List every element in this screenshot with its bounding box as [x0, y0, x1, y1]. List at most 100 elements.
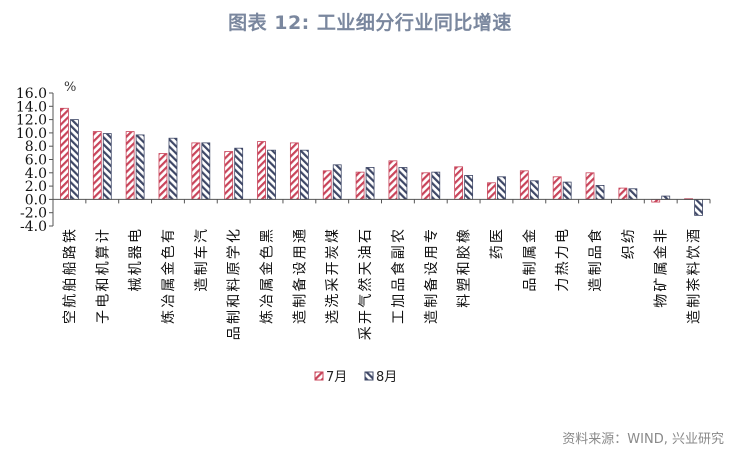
svg-text:天: 天: [358, 261, 374, 275]
svg-text:计: 计: [95, 229, 111, 243]
svg-text:造: 造: [588, 278, 604, 292]
chart-title: 图表 12: 工业细分行业同比增速: [228, 12, 512, 34]
y-tick-label: 8.0: [25, 139, 47, 155]
svg-text:织: 织: [621, 245, 637, 259]
svg-text:农: 农: [391, 229, 407, 243]
svg-text:制: 制: [227, 310, 243, 324]
bar-aug: [70, 119, 79, 200]
svg-text:制: 制: [522, 261, 538, 275]
svg-text:造: 造: [292, 310, 308, 324]
svg-text:采: 采: [325, 278, 341, 292]
y-tick-label: 2.0: [25, 179, 47, 195]
legend-label: 7月: [326, 370, 347, 385]
bar-aug: [694, 198, 703, 216]
svg-text:药: 药: [489, 245, 505, 259]
svg-text:制: 制: [292, 294, 308, 308]
svg-text:造: 造: [424, 310, 440, 324]
svg-text:开: 开: [325, 261, 341, 275]
svg-text:黑: 黑: [260, 229, 276, 243]
svg-text:机: 机: [128, 261, 144, 275]
svg-text:橡: 橡: [457, 229, 473, 243]
legend-swatch-aug: [364, 371, 374, 381]
svg-text:开: 开: [358, 310, 374, 324]
bar-jul: [92, 131, 102, 200]
svg-text:化: 化: [227, 229, 243, 243]
svg-text:加: 加: [391, 294, 407, 308]
bar-jul: [585, 172, 595, 200]
svg-text:金: 金: [161, 261, 177, 275]
legend: 7月 8月: [314, 370, 397, 385]
svg-text:料: 料: [227, 278, 243, 292]
bar-jul: [257, 141, 266, 200]
bar-jul: [519, 170, 529, 200]
svg-text:设: 设: [292, 261, 308, 275]
svg-text:学: 学: [227, 245, 243, 259]
y-tick-label: 12.0: [16, 113, 47, 129]
svg-text:和: 和: [457, 261, 473, 275]
svg-text:造: 造: [194, 278, 210, 292]
svg-text:金: 金: [260, 261, 276, 275]
y-unit-label: %: [64, 80, 76, 95]
x-axis: [52, 198, 711, 204]
svg-text:械: 械: [128, 278, 144, 292]
svg-text:金: 金: [522, 229, 538, 243]
svg-text:属: 属: [654, 261, 670, 275]
bar-jul: [388, 160, 398, 200]
bar-aug: [299, 149, 309, 200]
svg-text:石: 石: [358, 229, 374, 243]
y-tick-label: 10.0: [16, 126, 47, 142]
svg-text:酒: 酒: [687, 229, 703, 243]
bar-jul: [618, 187, 628, 200]
svg-text:纺: 纺: [621, 229, 637, 243]
svg-text:通: 通: [292, 229, 308, 243]
svg-text:工: 工: [391, 310, 407, 324]
bar-jul: [224, 151, 234, 200]
svg-text:原: 原: [227, 261, 243, 275]
svg-text:制: 制: [687, 294, 703, 308]
svg-text:炭: 炭: [325, 245, 341, 259]
svg-text:舶: 舶: [62, 278, 78, 292]
svg-text:冶: 冶: [161, 294, 177, 308]
bars: [60, 107, 703, 216]
svg-text:电: 电: [95, 294, 111, 308]
svg-text:器: 器: [128, 245, 144, 259]
svg-text:空: 空: [62, 310, 78, 324]
y-tick-label: -4.0: [20, 219, 47, 235]
bar-aug: [201, 142, 211, 200]
svg-text:力: 力: [555, 245, 571, 259]
svg-text:备: 备: [423, 278, 440, 292]
svg-text:船: 船: [62, 261, 78, 275]
bar-aug: [464, 175, 474, 200]
bar-jul: [322, 170, 332, 200]
svg-text:热: 热: [555, 261, 571, 275]
bar-jul: [421, 172, 431, 200]
y-axis: 16.014.012.010.08.06.04.02.00.0-2.0-4.0%: [16, 80, 77, 235]
svg-text:铁: 铁: [62, 229, 78, 243]
svg-text:品: 品: [391, 278, 407, 292]
svg-text:造: 造: [687, 310, 703, 324]
svg-text:色: 色: [160, 245, 177, 259]
svg-text:有: 有: [161, 229, 177, 243]
svg-text:洗: 洗: [325, 294, 341, 308]
bar-aug: [529, 180, 539, 200]
source-note: 资料来源：WIND, 兴业研究: [562, 432, 724, 447]
svg-text:副: 副: [391, 245, 407, 259]
legend-swatch-jul: [314, 371, 324, 381]
svg-text:塑: 塑: [457, 278, 473, 292]
bar-aug: [267, 149, 276, 200]
svg-text:冶: 冶: [260, 294, 276, 308]
svg-text:机: 机: [95, 261, 111, 275]
svg-text:属: 属: [522, 245, 538, 259]
svg-text:料: 料: [687, 261, 703, 275]
bar-jul: [454, 166, 464, 200]
svg-text:饮: 饮: [687, 245, 703, 259]
